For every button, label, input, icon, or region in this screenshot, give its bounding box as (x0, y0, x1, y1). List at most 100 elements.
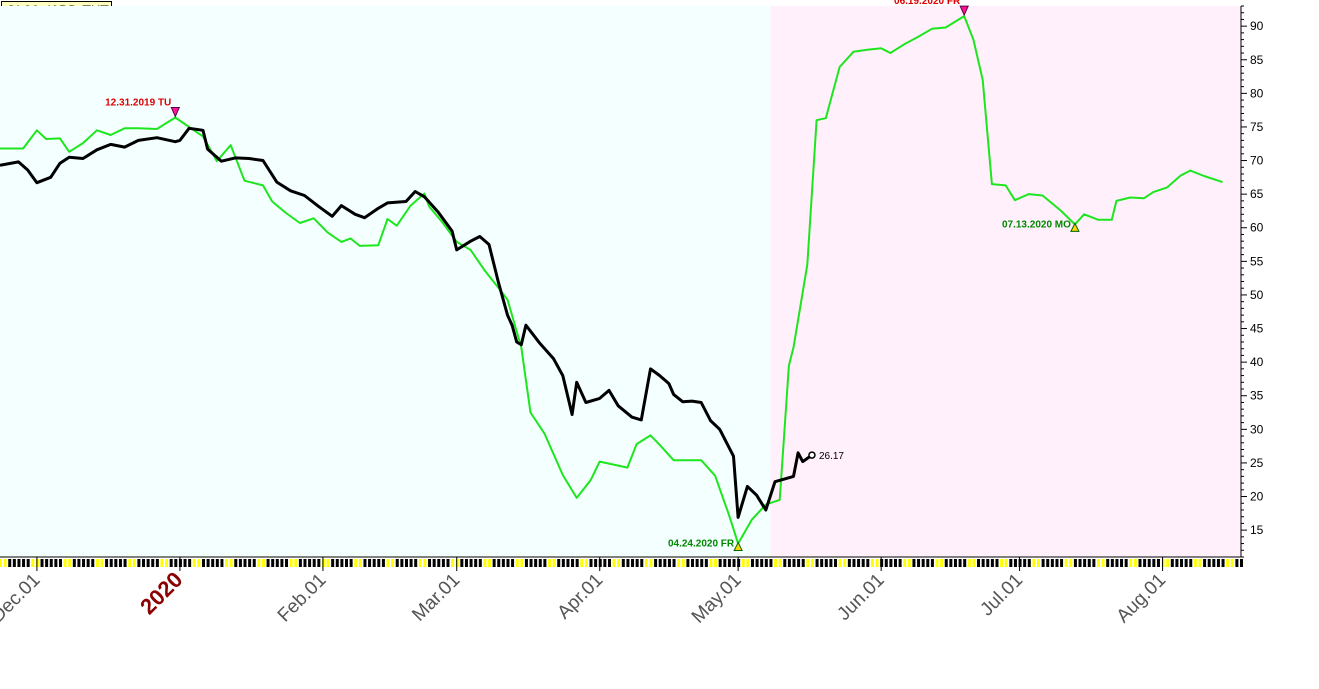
day-tick (1221, 559, 1225, 567)
day-tick (944, 559, 948, 567)
day-tick (298, 559, 302, 567)
day-tick (118, 559, 122, 567)
day-tick (386, 559, 390, 567)
day-tick (26, 559, 30, 567)
day-tick (488, 559, 492, 567)
day-tick (132, 559, 136, 567)
y-tick-label: 70 (1250, 154, 1264, 168)
day-tick (893, 559, 897, 567)
day-tick (1073, 559, 1077, 567)
day-tick (252, 559, 256, 567)
day-tick (903, 559, 907, 567)
day-tick (672, 559, 676, 567)
day-tick (395, 559, 399, 567)
day-tick (58, 559, 62, 567)
day-tick (866, 559, 870, 567)
day-tick (972, 559, 976, 567)
x-tick-label: 2020 (135, 567, 187, 619)
day-tick (1023, 559, 1027, 567)
day-tick (921, 559, 925, 567)
day-tick (169, 559, 173, 567)
day-tick (211, 559, 215, 567)
day-tick (967, 559, 971, 567)
day-tick (285, 559, 289, 567)
day-tick (354, 559, 358, 567)
x-tick-label: Dec.01 (0, 570, 44, 627)
day-tick (681, 559, 685, 567)
day-tick (686, 559, 690, 567)
day-tick (935, 559, 939, 567)
day-tick (381, 559, 385, 567)
day-tick (1175, 559, 1179, 567)
day-tick (580, 559, 584, 567)
day-tick (1189, 559, 1193, 567)
day-tick (990, 559, 994, 567)
day-tick (750, 559, 754, 567)
day-tick (492, 559, 496, 567)
day-tick (792, 559, 796, 567)
bottom-label-2: 04.24.2020 FR (668, 539, 735, 550)
day-tick (17, 559, 21, 567)
day-tick (617, 559, 621, 567)
day-tick (303, 559, 307, 567)
day-tick (1060, 559, 1064, 567)
y-tick-label: 85 (1250, 53, 1264, 67)
day-tick (326, 559, 330, 567)
last-value-marker (808, 451, 816, 459)
day-tick (82, 559, 86, 567)
day-tick (552, 559, 556, 567)
day-tick (72, 559, 76, 567)
day-tick (1096, 559, 1100, 567)
day-tick (949, 559, 953, 567)
day-tick (12, 559, 16, 567)
day-tick (810, 559, 814, 567)
day-tick (783, 559, 787, 567)
day-tick (114, 559, 118, 567)
day-tick (243, 559, 247, 567)
day-tick (760, 559, 764, 567)
y-tick-label: 15 (1250, 523, 1264, 537)
day-tick (1166, 559, 1170, 567)
day-tick (691, 559, 695, 567)
day-tick (977, 559, 981, 567)
day-tick (234, 559, 238, 567)
day-tick (1147, 559, 1151, 567)
day-tick (165, 559, 169, 567)
day-tick (723, 559, 727, 567)
day-tick (423, 559, 427, 567)
day-tick (197, 559, 201, 567)
x-tick-label: Apr.01 (554, 570, 608, 624)
day-tick (1101, 559, 1105, 567)
day-tick (1050, 559, 1054, 567)
day-tick (746, 559, 750, 567)
day-tick (63, 559, 67, 567)
day-tick (981, 559, 985, 567)
day-tick (308, 559, 312, 567)
day-tick (875, 559, 879, 567)
x-tick-label: Mar.01 (408, 570, 464, 626)
day-tick (889, 559, 893, 567)
day-tick (1240, 559, 1243, 567)
day-tick (432, 559, 436, 567)
day-tick (201, 559, 205, 567)
day-tick (861, 559, 865, 567)
day-tick (345, 559, 349, 567)
day-tick (95, 559, 99, 567)
day-tick (732, 559, 736, 567)
day-tick (520, 559, 524, 567)
x-axis-ruler (0, 556, 1243, 571)
day-tick (469, 559, 473, 567)
day-tick (658, 559, 662, 567)
day-tick (917, 559, 921, 567)
x-tick-label: Jul.01 (976, 570, 1027, 621)
day-tick (898, 559, 902, 567)
day-tick (391, 559, 395, 567)
day-tick (22, 559, 26, 567)
y-tick-label: 25 (1250, 456, 1264, 470)
day-tick (995, 559, 999, 567)
day-tick (409, 559, 413, 567)
day-tick (183, 559, 187, 567)
day-tick (1115, 559, 1119, 567)
day-tick (45, 559, 49, 567)
